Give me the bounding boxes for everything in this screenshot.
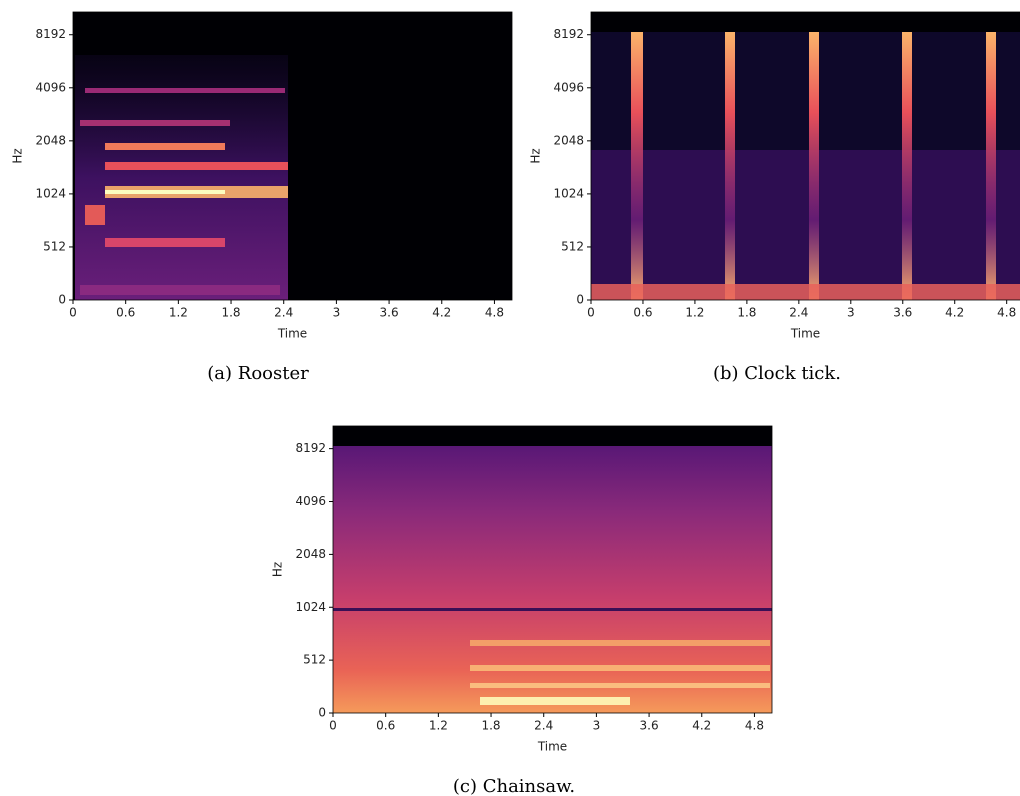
x-tick-label: 4.8 (997, 306, 1016, 320)
y-tick-label: 8192 (295, 441, 326, 455)
x-tick-label: 1.2 (685, 306, 704, 320)
spectrogram-image (333, 426, 772, 713)
y-tick-label: 512 (561, 239, 584, 253)
x-tick-label: 4.8 (485, 306, 504, 320)
x-tick-label: 0 (69, 306, 77, 320)
plot-frame (332, 425, 773, 714)
y-axis-label: Hz (271, 562, 285, 577)
x-tick-label: 4.2 (692, 719, 711, 733)
x-tick-label: 1.8 (737, 306, 756, 320)
x-tick-label: 0 (587, 306, 595, 320)
y-tick-label: 1024 (553, 186, 584, 200)
y-axis-label: Hz (529, 148, 543, 163)
x-tick-label: 0 (329, 719, 337, 733)
y-tick-label: 8192 (553, 27, 584, 41)
spectrogram-image (591, 12, 1020, 300)
spectrogram-image (73, 12, 512, 300)
x-tick-label: 0.6 (376, 719, 395, 733)
x-tick-label: 2.4 (274, 306, 293, 320)
x-tick-label: 4.2 (945, 306, 964, 320)
x-tick-label: 3 (847, 306, 855, 320)
x-tick-label: 2.4 (534, 719, 553, 733)
x-tick-label: 3.6 (640, 719, 659, 733)
y-tick-label: 4096 (295, 494, 326, 508)
y-tick-label: 512 (43, 239, 66, 253)
y-tick-label: 0 (58, 293, 66, 307)
x-tick-label: 3.6 (893, 306, 912, 320)
y-tick-label: 2048 (295, 547, 326, 561)
x-tick-label: 1.8 (221, 306, 240, 320)
x-tick-label: 3 (333, 306, 341, 320)
x-axis-label: Time (790, 327, 820, 341)
x-tick-label: 1.8 (481, 719, 500, 733)
x-tick-label: 4.8 (745, 719, 764, 733)
x-tick-label: 1.2 (429, 719, 448, 733)
x-axis-label: Time (537, 740, 567, 754)
y-tick-label: 4096 (553, 80, 584, 94)
y-tick-label: 1024 (35, 186, 66, 200)
y-tick-label: 8192 (35, 27, 66, 41)
x-axis-label: Time (277, 327, 307, 341)
x-tick-label: 2.4 (789, 306, 808, 320)
caption: (c) Chainsaw. (453, 776, 575, 796)
x-tick-label: 0.6 (633, 306, 652, 320)
x-tick-label: 0.6 (116, 306, 135, 320)
x-tick-label: 4.2 (432, 306, 451, 320)
x-tick-label: 3.6 (380, 306, 399, 320)
y-tick-label: 0 (318, 706, 326, 720)
y-tick-label: 512 (303, 653, 326, 667)
y-tick-label: 0 (576, 293, 584, 307)
plot-frame (72, 11, 513, 301)
y-tick-label: 1024 (295, 600, 326, 614)
y-axis-label: Hz (11, 148, 25, 163)
y-tick-label: 4096 (35, 80, 66, 94)
x-tick-label: 3 (593, 719, 601, 733)
y-tick-label: 2048 (553, 133, 584, 147)
x-tick-label: 1.2 (169, 306, 188, 320)
caption: (a) Rooster (207, 363, 309, 384)
y-tick-label: 2048 (35, 133, 66, 147)
plot-frame (590, 11, 1020, 301)
caption: (b) Clock tick. (713, 363, 841, 384)
